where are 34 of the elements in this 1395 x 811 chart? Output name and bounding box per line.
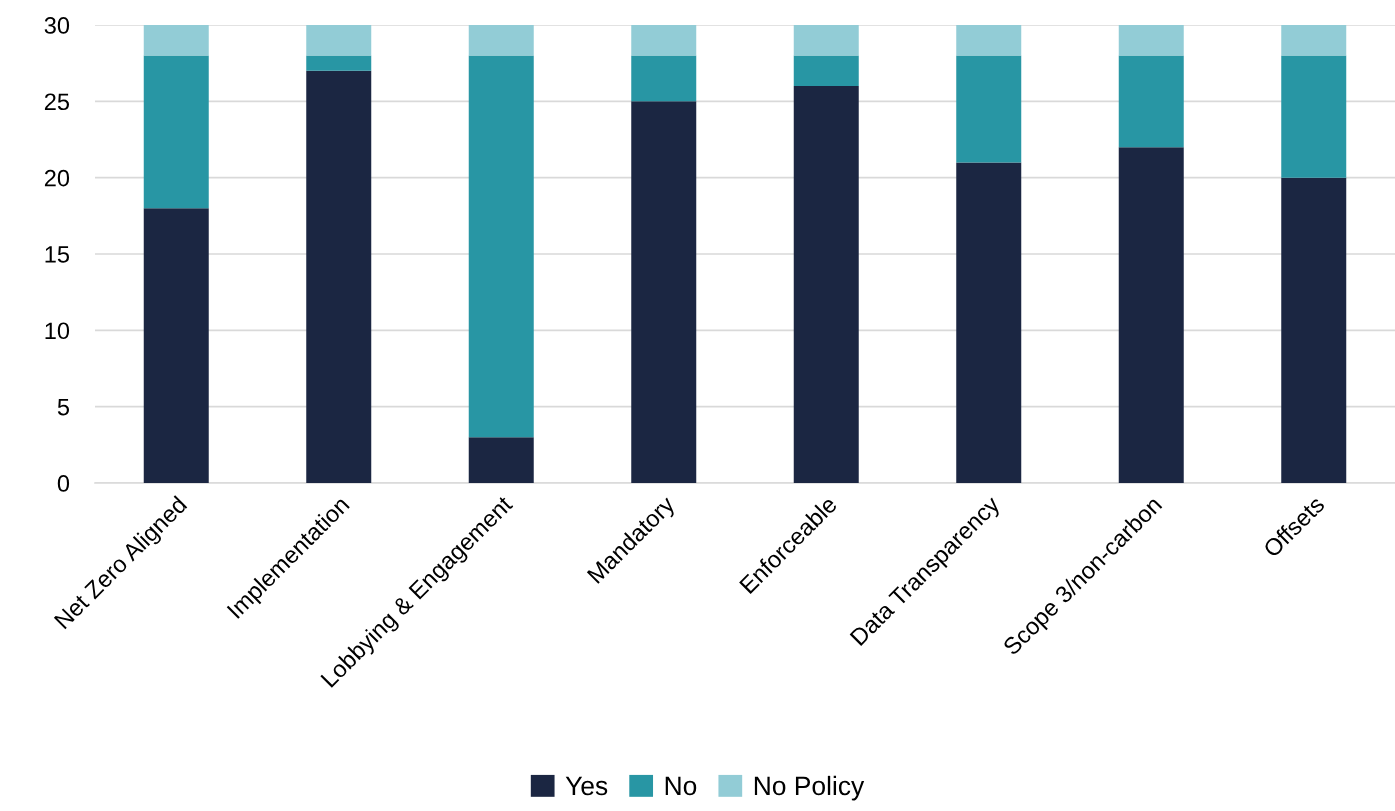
bar (468, 55, 534, 438)
bar (1118, 55, 1184, 148)
y-tick-label: 20 (44, 169, 70, 187)
bar (1281, 25, 1347, 56)
bar (956, 25, 1022, 56)
bar (1281, 177, 1347, 483)
bar (631, 25, 697, 56)
bar (468, 25, 534, 56)
y-tick-label: 5 (57, 398, 70, 416)
bar (956, 162, 1022, 483)
bar (1118, 147, 1184, 483)
legend-label: No (665, 776, 697, 796)
bar (631, 55, 697, 102)
bar (468, 437, 534, 483)
bar (793, 25, 859, 56)
y-tick-label: 0 (57, 475, 70, 492)
legend-label: No Policy (754, 775, 865, 801)
bar (956, 55, 1022, 163)
bar (306, 25, 372, 56)
y-tick-label: 15 (45, 246, 70, 263)
bar (143, 208, 209, 483)
bar (1118, 25, 1184, 56)
bar (1281, 55, 1347, 178)
bar (793, 55, 859, 87)
bar (793, 86, 859, 483)
bar (306, 55, 372, 71)
bar (631, 101, 697, 483)
y-tick-label: 30 (44, 17, 70, 34)
bar (143, 55, 209, 209)
y-tick-label: 10 (45, 322, 70, 340)
legend-label: Yes (565, 776, 608, 796)
bar (143, 25, 209, 56)
bar (306, 70, 372, 483)
y-tick-label: 25 (44, 93, 70, 111)
